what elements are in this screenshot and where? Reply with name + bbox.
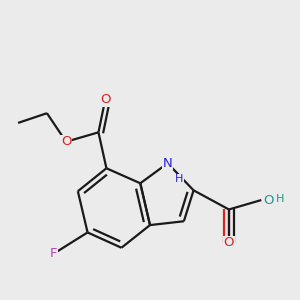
Text: O: O <box>263 194 273 207</box>
Text: O: O <box>61 135 71 148</box>
Text: F: F <box>50 247 58 260</box>
Text: H: H <box>275 194 284 204</box>
Text: H: H <box>175 174 183 184</box>
Text: O: O <box>100 93 110 106</box>
Text: O: O <box>224 236 234 249</box>
Text: N: N <box>163 157 172 170</box>
